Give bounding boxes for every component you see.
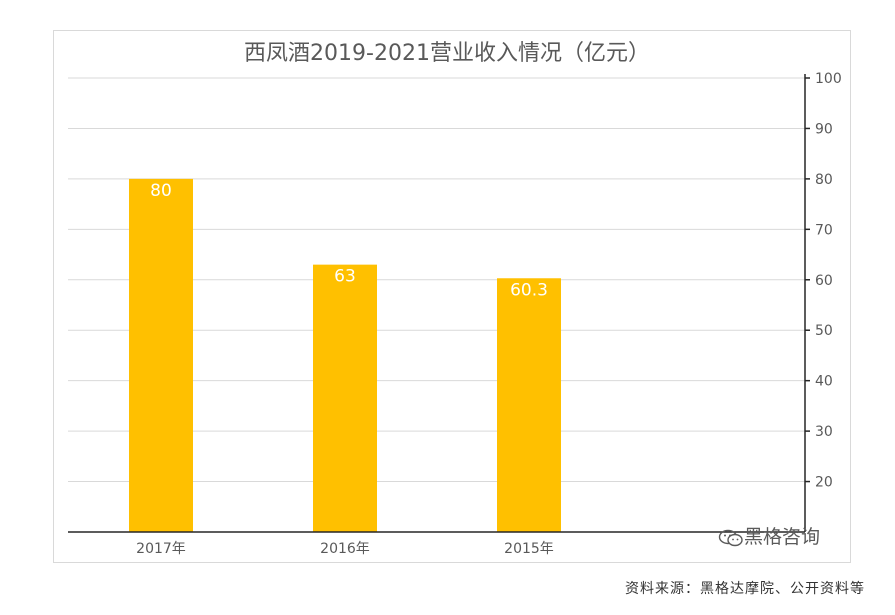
wechat-icon (718, 529, 743, 546)
data-label: 60.3 (510, 280, 548, 300)
y-tick-label: 40 (815, 374, 833, 390)
data-label: 63 (334, 267, 356, 287)
y-tick-label: 80 (815, 172, 833, 188)
watermark-text: 黑格咨询 (744, 526, 821, 548)
bar (313, 264, 377, 532)
x-tick-label: 2015年 (504, 541, 554, 557)
source-note: 资料来源：黑格达摩院、公开资料等 (625, 581, 865, 597)
y-tick-label: 50 (815, 323, 833, 339)
bar (497, 278, 561, 532)
y-tick-label: 20 (815, 475, 833, 491)
y-tick-label: 30 (815, 424, 833, 440)
x-tick-label: 2016年 (320, 541, 370, 557)
data-label: 80 (150, 181, 172, 201)
y-tick-label: 60 (815, 273, 833, 289)
chart-title: 西凤酒2019-2021营业收入情况（亿元） (244, 41, 650, 66)
x-tick-label: 2017年 (136, 541, 186, 557)
bar (129, 178, 193, 532)
watermark: 黑格咨询 (718, 522, 820, 549)
y-tick-label: 70 (815, 222, 833, 238)
y-tick-label: 90 (815, 121, 833, 137)
y-tick-label: 100 (815, 71, 842, 87)
